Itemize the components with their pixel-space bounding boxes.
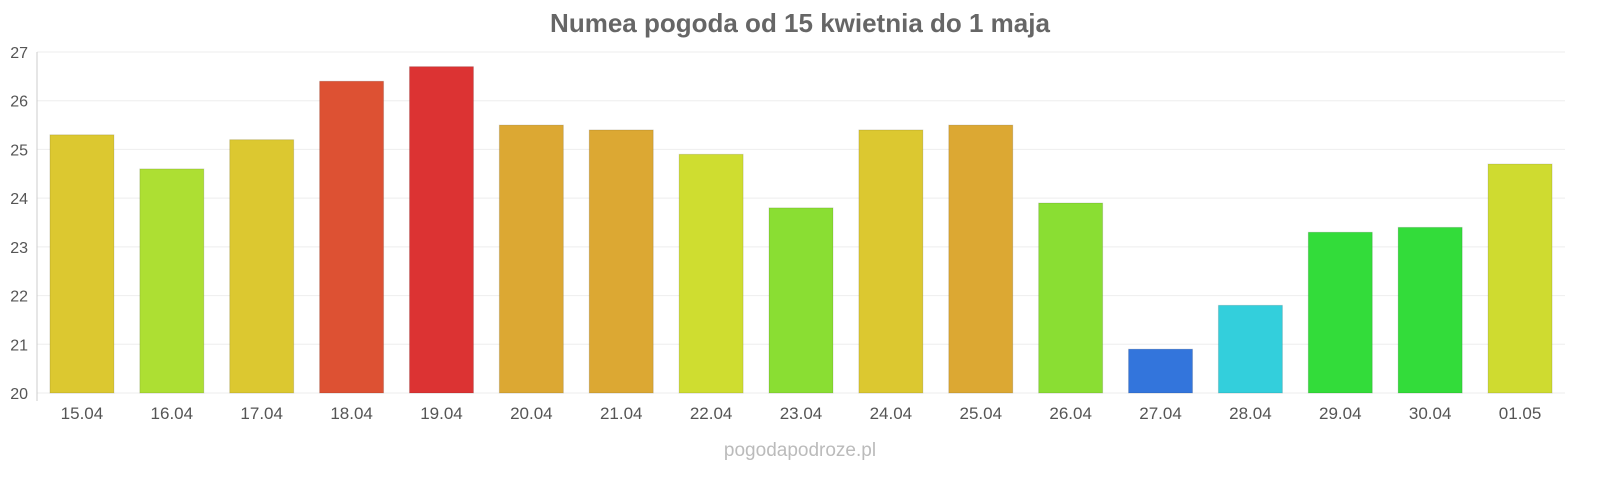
y-tick-label: 21 (10, 337, 28, 354)
x-tick-label: 23.04 (780, 404, 823, 423)
x-tick-label: 18.04 (330, 404, 373, 423)
bar (1307, 231, 1373, 394)
chart-title: Numea pogoda od 15 kwietnia do 1 maja (550, 8, 1050, 38)
y-tick-label: 26 (10, 94, 28, 111)
x-tick-label: 24.04 (870, 404, 913, 423)
bar (49, 134, 115, 394)
y-tick-label: 27 (10, 45, 28, 62)
x-tick-label: 27.04 (1139, 404, 1182, 423)
x-tick-label: 29.04 (1319, 404, 1362, 423)
bar (1038, 202, 1104, 394)
x-tick-label: 28.04 (1229, 404, 1272, 423)
bar (498, 124, 564, 394)
y-tick-label: 20 (10, 386, 28, 403)
bar (588, 129, 654, 394)
x-tick-label: 22.04 (690, 404, 733, 423)
bar (1217, 304, 1283, 394)
bar (319, 80, 385, 394)
x-tick-label: 25.04 (959, 404, 1002, 423)
bar (1128, 348, 1194, 394)
x-tick-label: 19.04 (420, 404, 463, 423)
x-tick-label: 26.04 (1049, 404, 1092, 423)
bar (948, 124, 1014, 394)
x-tick-label: 21.04 (600, 404, 643, 423)
x-tick-label: 20.04 (510, 404, 553, 423)
x-tick-label: 30.04 (1409, 404, 1452, 423)
y-tick-label: 22 (10, 289, 28, 306)
credit-text: pogodapodroze.pl (723, 440, 877, 461)
x-tick-label: 16.04 (151, 404, 194, 423)
x-tick-label: 17.04 (240, 404, 283, 423)
bar (408, 66, 474, 394)
bar (678, 153, 744, 394)
y-tick-label: 24 (10, 191, 28, 208)
x-tick-label: 01.05 (1499, 404, 1542, 423)
bar (229, 139, 295, 394)
y-tick-label: 25 (10, 142, 28, 159)
y-tick-label: 23 (10, 240, 28, 257)
bar (1487, 163, 1553, 394)
bar (768, 207, 834, 394)
bar (858, 129, 924, 394)
bar (1397, 226, 1463, 394)
x-tick-label: 15.04 (61, 404, 104, 423)
bar (139, 168, 205, 394)
